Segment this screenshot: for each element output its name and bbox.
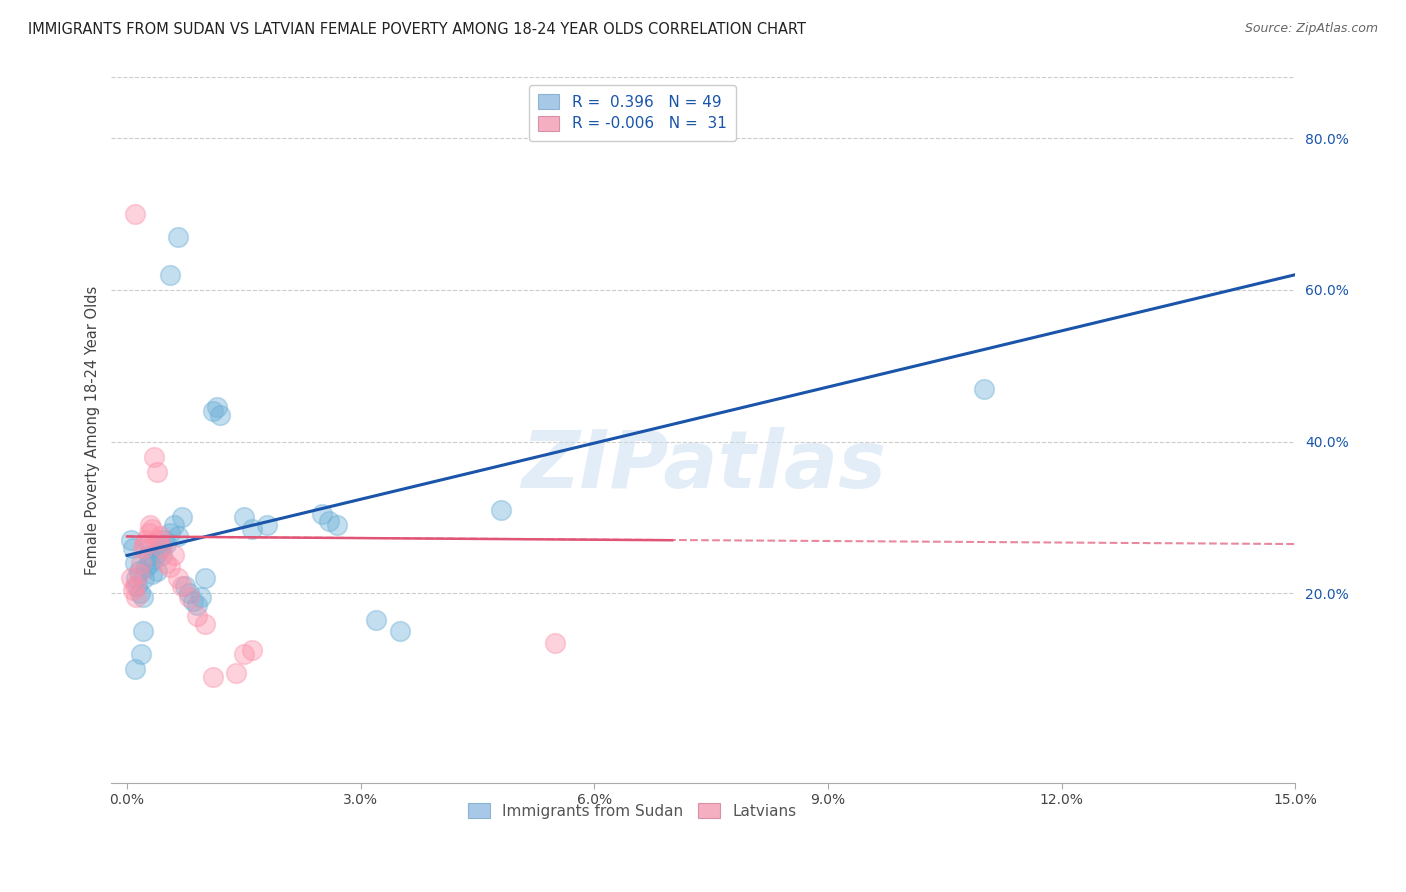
Point (145, 465, 167, 479)
Point (124, 207, 146, 221)
Point (155, 556, 177, 570)
Point (240, 522, 263, 536)
Point (166, 529, 188, 543)
Point (166, 571, 188, 585)
Point (326, 518, 349, 533)
Point (149, 529, 172, 543)
Point (135, 533, 157, 548)
Point (159, 525, 181, 540)
Point (146, 544, 169, 558)
Point (124, 662, 146, 676)
Point (179, 586, 201, 600)
Point (388, 624, 411, 639)
Point (124, 579, 146, 593)
Point (170, 579, 193, 593)
Point (127, 579, 149, 593)
Point (179, 590, 201, 604)
Point (150, 541, 173, 555)
Point (181, 594, 204, 608)
Point (138, 525, 160, 540)
Point (131, 624, 153, 639)
Point (153, 533, 176, 548)
Point (190, 590, 212, 604)
Point (186, 609, 208, 624)
Point (139, 541, 162, 555)
Point (150, 549, 173, 563)
Point (129, 586, 152, 600)
Point (125, 571, 148, 585)
Point (544, 635, 567, 649)
Point (149, 541, 172, 555)
Point (120, 533, 142, 548)
Text: Source: ZipAtlas.com: Source: ZipAtlas.com (1244, 22, 1378, 36)
Point (225, 666, 247, 681)
Y-axis label: Female Poverty Among 18-24 Year Olds: Female Poverty Among 18-24 Year Olds (86, 285, 100, 574)
Point (129, 556, 152, 570)
Point (194, 616, 217, 631)
Point (163, 518, 186, 533)
Text: ZIPatlas: ZIPatlas (520, 426, 886, 505)
Point (366, 613, 388, 627)
Point (120, 571, 142, 585)
Point (139, 556, 162, 570)
Point (134, 571, 156, 585)
Point (135, 559, 157, 574)
Point (124, 556, 146, 570)
Point (128, 564, 150, 578)
Point (489, 503, 512, 517)
Point (209, 408, 232, 422)
Point (131, 590, 153, 604)
Point (240, 643, 263, 657)
Point (166, 229, 188, 244)
Point (128, 567, 150, 582)
Point (141, 567, 163, 582)
Point (159, 559, 181, 574)
Point (973, 382, 995, 396)
Point (232, 647, 254, 661)
Point (201, 670, 224, 684)
Point (318, 514, 340, 528)
Point (129, 647, 152, 661)
Point (131, 541, 153, 555)
Point (143, 450, 166, 464)
Point (163, 549, 186, 563)
Point (138, 549, 160, 563)
Point (141, 522, 163, 536)
Point (122, 541, 145, 555)
Point (125, 590, 148, 604)
Point (145, 564, 167, 578)
Point (311, 507, 333, 521)
Legend: Immigrants from Sudan, Latvians: Immigrants from Sudan, Latvians (463, 797, 803, 825)
Point (194, 571, 217, 585)
Point (146, 533, 169, 548)
Point (139, 518, 162, 533)
Point (143, 552, 166, 566)
Point (174, 579, 197, 593)
Point (205, 401, 228, 415)
Point (155, 537, 177, 551)
Point (159, 268, 181, 282)
Text: IMMIGRANTS FROM SUDAN VS LATVIAN FEMALE POVERTY AMONG 18-24 YEAR OLDS CORRELATIO: IMMIGRANTS FROM SUDAN VS LATVIAN FEMALE … (28, 22, 806, 37)
Point (170, 510, 193, 524)
Point (134, 537, 156, 551)
Point (201, 404, 224, 418)
Point (186, 598, 208, 612)
Point (232, 510, 254, 524)
Point (256, 518, 278, 533)
Point (122, 582, 145, 597)
